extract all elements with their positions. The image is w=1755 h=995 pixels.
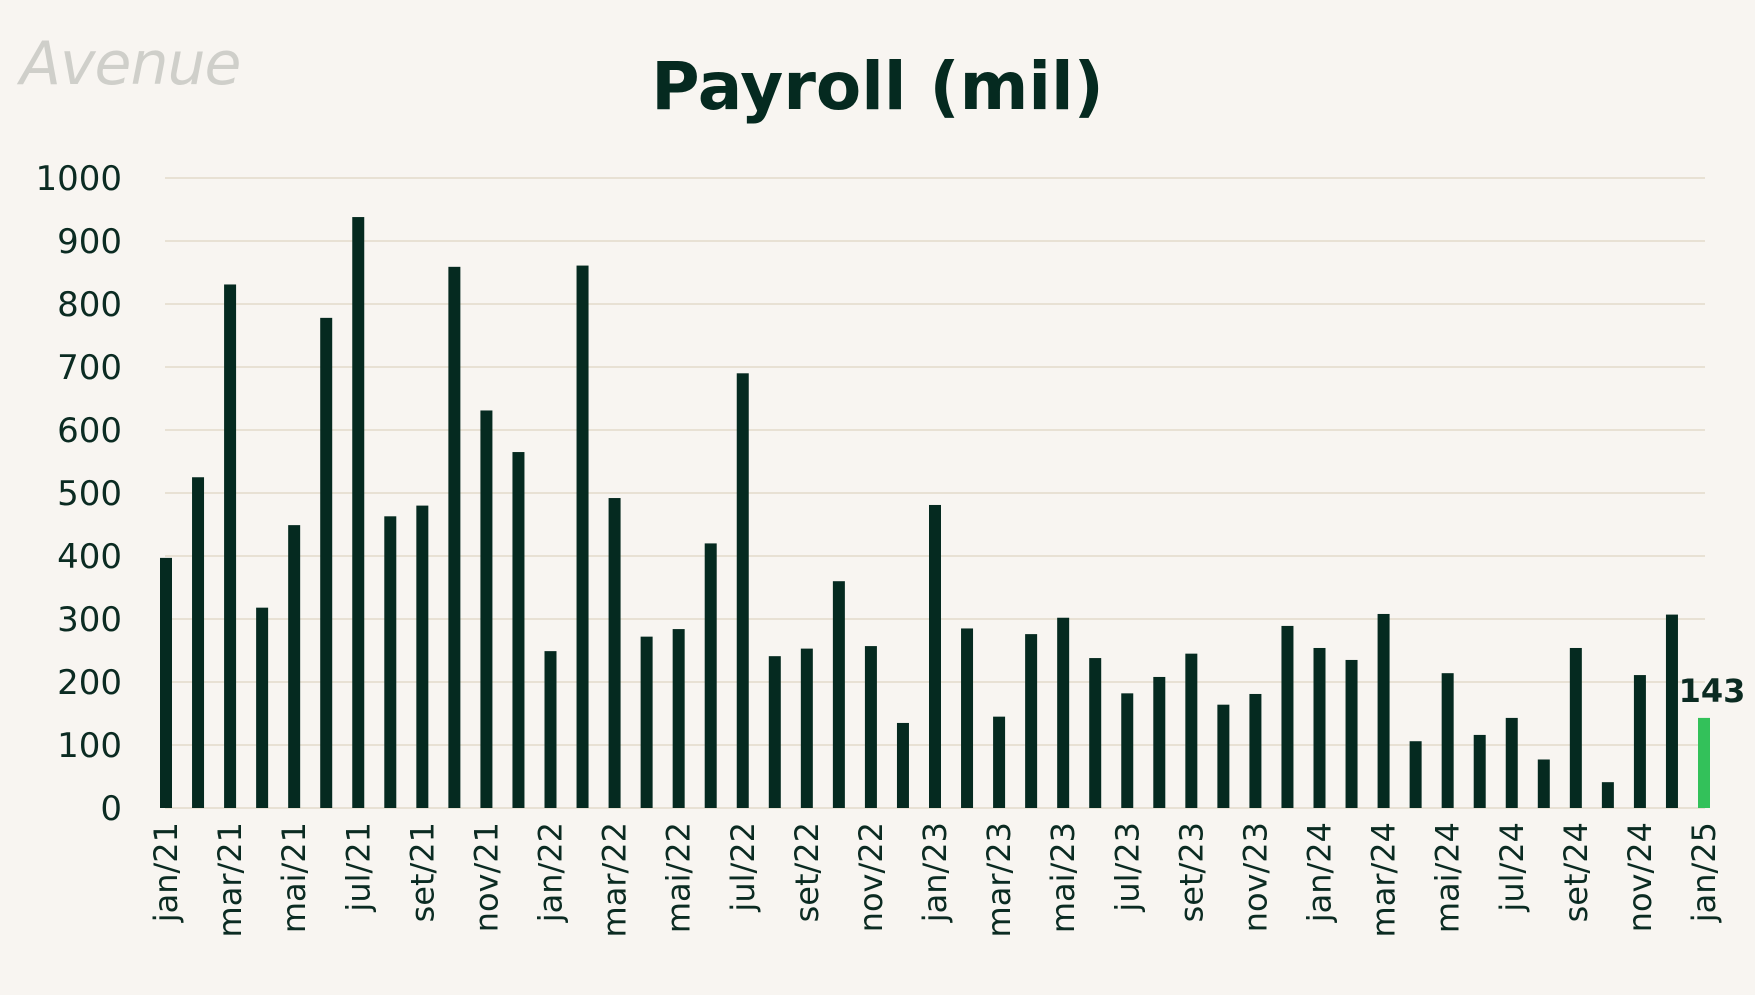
x-tick-label: jul/21 (339, 822, 377, 913)
bar-ago-24 (1537, 759, 1550, 808)
x-tick-label: mar/23 (980, 822, 1018, 937)
bar-dez-21 (512, 452, 525, 808)
bar-mai-21 (288, 525, 301, 808)
bar-jan-24 (1313, 647, 1326, 808)
bar-set-24 (1569, 647, 1582, 808)
y-tick-label: 300 (57, 600, 122, 640)
y-tick-label: 1000 (35, 159, 122, 199)
bar-jan-25 (1698, 717, 1710, 808)
bar-ago-23 (1153, 676, 1166, 808)
bar-mar-24 (1377, 613, 1390, 808)
bar-mar-22 (608, 498, 621, 808)
x-tick-label: nov/24 (1621, 822, 1659, 932)
x-tick-label: nov/21 (467, 822, 505, 932)
bar-out-22 (832, 581, 845, 808)
bar-set-23 (1185, 653, 1198, 808)
bar-fev-24 (1345, 659, 1358, 808)
bar-dez-23 (1281, 625, 1294, 808)
bar-mai-24 (1441, 673, 1454, 808)
bar-abr-23 (1025, 634, 1038, 808)
bar-jan-22 (544, 651, 557, 808)
bar-nov-21 (480, 410, 493, 808)
x-tick-label: nov/23 (1236, 822, 1274, 932)
bar-jan-23 (929, 504, 941, 808)
bar-jun-24 (1473, 734, 1486, 808)
x-tick-label: jan/22 (532, 822, 570, 923)
bar-set-22 (800, 648, 813, 808)
x-tick-label: set/24 (1557, 822, 1595, 922)
bar-mar-23 (993, 716, 1006, 808)
bar-out-24 (1601, 782, 1614, 808)
bar-jul-21 (352, 217, 365, 808)
bar-dez-22 (896, 722, 909, 808)
bar-jul-22 (736, 373, 749, 808)
x-tick-label: mar/21 (211, 822, 249, 937)
x-tick-label: jul/23 (1108, 822, 1146, 913)
bar-abr-24 (1409, 741, 1422, 808)
y-tick-label: 900 (57, 222, 122, 262)
bar-abr-22 (640, 636, 653, 808)
bar-jun-21 (320, 317, 333, 808)
x-tick-label: mai/23 (1044, 822, 1082, 933)
bar-ago-22 (768, 656, 781, 808)
x-tick-label: jan/25 (1685, 822, 1723, 923)
x-tick-label: mai/21 (275, 822, 313, 933)
data-label-last: 143 (1679, 672, 1746, 710)
bar-nov-23 (1249, 693, 1262, 808)
x-tick-label: jan/23 (916, 822, 954, 923)
y-tick-label: 400 (57, 537, 122, 577)
bar-mai-22 (672, 629, 685, 808)
x-tick-label: jan/24 (1301, 822, 1339, 923)
bar-jul-23 (1121, 693, 1134, 808)
x-tick-label: mar/24 (1365, 822, 1403, 937)
y-tick-label: 600 (57, 411, 122, 451)
bar-out-21 (448, 266, 461, 809)
bar-fev-21 (192, 477, 205, 808)
x-tick-label: set/23 (1172, 822, 1210, 922)
x-tick-label: jul/24 (1493, 822, 1531, 913)
y-tick-label: 700 (57, 348, 122, 388)
x-tick-label: set/21 (403, 822, 441, 922)
y-tick-label: 500 (57, 474, 122, 514)
y-tick-label: 0 (100, 789, 122, 829)
bar-set-21 (416, 505, 429, 808)
x-tick-label: mar/22 (596, 822, 634, 937)
avenue-logo: Avenue (20, 29, 241, 99)
bar-mai-23 (1057, 617, 1070, 808)
bar-nov-22 (864, 646, 877, 808)
x-tick-label: mai/24 (1429, 822, 1467, 933)
bar-nov-24 (1633, 675, 1646, 808)
x-tick-label: jan/21 (147, 822, 185, 923)
y-tick-label: 800 (57, 285, 122, 325)
bar-abr-21 (256, 607, 269, 808)
bar-out-23 (1217, 704, 1230, 808)
bar-jan-21 (160, 557, 172, 808)
bar-mar-21 (224, 284, 237, 809)
chart-title: Payroll (mil) (651, 48, 1104, 125)
bar-jun-22 (704, 543, 717, 808)
bar-dez-24 (1665, 614, 1678, 808)
y-tick-label: 200 (57, 663, 122, 703)
x-tick-label: mai/22 (660, 822, 698, 933)
x-tick-label: nov/22 (852, 822, 890, 932)
x-tick-label: set/22 (788, 822, 826, 922)
bar-ago-21 (384, 516, 397, 808)
bar-jun-23 (1089, 658, 1102, 808)
bar-fev-22 (576, 265, 589, 808)
bar-fev-23 (961, 628, 974, 808)
bar-jul-24 (1505, 717, 1518, 808)
x-tick-label: jul/22 (724, 822, 762, 913)
y-tick-label: 100 (57, 726, 122, 766)
